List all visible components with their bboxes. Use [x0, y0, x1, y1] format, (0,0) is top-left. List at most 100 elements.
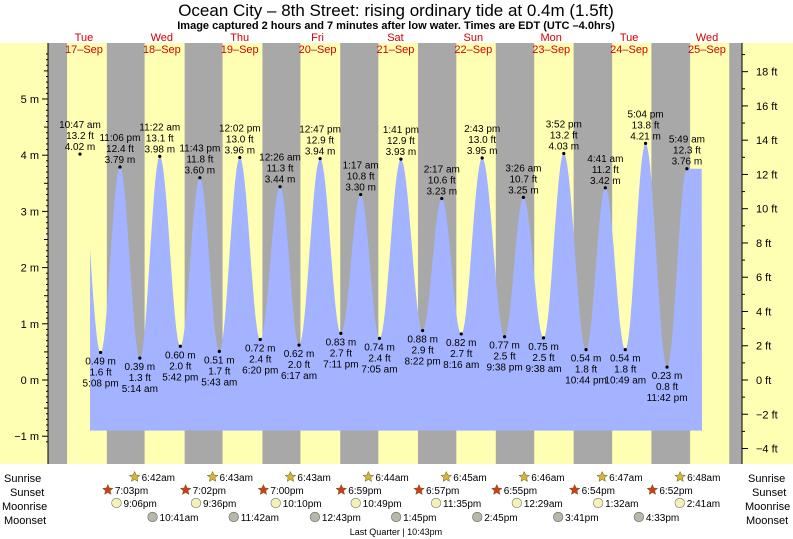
high-tide-label: 1:41 pm — [383, 125, 419, 136]
high-tide-label: 3.76 m — [672, 157, 703, 168]
moonset-icon — [472, 511, 483, 523]
right-tick-label: 4 ft — [756, 306, 771, 318]
day-name: Sat — [387, 32, 404, 44]
high-tide-label: 4.21 m — [630, 131, 661, 142]
low-tide-label: 0.54 m — [610, 354, 641, 365]
high-tide-label: 10:47 am — [59, 120, 101, 131]
sunset-icon — [646, 483, 659, 495]
low-tide-label: 1.6 ft — [89, 367, 111, 378]
left-margin-band — [0, 43, 48, 464]
high-tide-label: 3.94 m — [305, 147, 336, 158]
right-tick-label: 18 ft — [756, 67, 777, 79]
high-tide-label: 13.2 ft — [550, 131, 578, 142]
high-tide-label: 13.0 ft — [468, 135, 496, 146]
low-tide-label: 2.9 ft — [411, 346, 433, 357]
day-name: Wed — [696, 32, 718, 44]
high-tide-point — [480, 156, 484, 160]
moonset-time: 12:43pm — [322, 513, 361, 524]
sunrise-icon — [440, 470, 453, 482]
high-tide-label: 3.96 m — [225, 145, 256, 156]
left-tick-label: 5 m — [21, 94, 39, 106]
low-tide-label: 0.60 m — [165, 350, 196, 361]
moonset-icon — [553, 511, 564, 523]
low-tide-label: 0.88 m — [407, 335, 438, 346]
high-tide-label: 12:26 am — [259, 153, 301, 164]
low-tide-point — [623, 348, 627, 352]
moon-phase-label: Last Quarter | 10:43pm — [350, 527, 442, 537]
low-tide-label: 9:38 am — [525, 364, 561, 375]
moonset-time: 3:41pm — [565, 513, 598, 524]
high-tide-point — [643, 141, 648, 145]
sunset-time: 6:55pm — [504, 486, 537, 497]
low-tide-point — [584, 348, 588, 352]
high-tide-label: 12.3 ft — [673, 146, 701, 157]
high-tide-label: 3.44 m — [265, 175, 296, 186]
low-tide-label: 0.39 m — [125, 362, 156, 373]
low-tide-label: 5:14 am — [122, 384, 158, 395]
day-date: 24–Sep — [610, 44, 648, 56]
high-tide-label: 10.8 ft — [347, 172, 375, 183]
sunset-time: 7:02pm — [193, 486, 226, 497]
high-tide-label: 3.98 m — [144, 144, 175, 155]
night-band — [729, 43, 742, 464]
day-date: 21–Sep — [376, 44, 414, 56]
sunrise-time: 6:48am — [687, 473, 720, 484]
moonset-icon — [309, 511, 321, 523]
chart-title: Ocean City – 8th Street: rising ordinary… — [178, 1, 614, 20]
high-tide-label: 12:02 pm — [219, 123, 261, 134]
low-tide-label: 1.8 ft — [614, 365, 636, 376]
low-tide-label: 0.72 m — [245, 344, 276, 355]
sunset-icon — [101, 483, 114, 495]
row-label-moonrise-left: Moonrise — [2, 501, 47, 513]
high-tide-label: 3.30 m — [345, 183, 376, 194]
moonrise-icon — [350, 497, 361, 509]
right-tick-label: −4 ft — [756, 444, 778, 456]
moonrise-icon — [430, 497, 442, 509]
high-tide-point — [78, 152, 82, 156]
low-tide-label: 7:05 am — [361, 364, 397, 375]
moonrise-time: 10:10pm — [283, 499, 322, 510]
low-tide-label: 0.62 m — [284, 349, 315, 360]
high-tide-label: 2:17 am — [424, 164, 460, 175]
high-tide-label: 3.42 m — [590, 176, 621, 187]
right-tick-label: 16 ft — [756, 101, 777, 113]
moonrise-time: 10:49pm — [363, 499, 402, 510]
right-tick-label: 10 ft — [756, 204, 777, 216]
low-tide-label: 1.8 ft — [575, 365, 597, 376]
low-tide-point — [98, 350, 103, 355]
day-date: 17–Sep — [65, 44, 103, 56]
sunset-icon — [179, 483, 192, 495]
low-tide-point — [178, 344, 182, 348]
day-name: Fri — [311, 32, 324, 44]
sunrise-time: 6:46am — [531, 473, 564, 484]
day-name: Wed — [151, 32, 173, 44]
left-tick-label: 3 m — [21, 206, 39, 218]
moonset-time: 10:41am — [160, 513, 199, 524]
high-tide-label: 1:17 am — [343, 161, 379, 172]
day-name: Tue — [620, 32, 639, 44]
moonset-time: 2:45pm — [484, 513, 517, 524]
low-tide-label: 7:11 pm — [323, 359, 358, 370]
high-tide-label: 12.4 ft — [106, 144, 134, 155]
day-date: 23–Sep — [532, 44, 570, 56]
low-tide-label: 0.74 m — [364, 342, 395, 353]
high-tide-label: 11:43 pm — [179, 144, 220, 155]
low-tide-point — [339, 331, 343, 335]
low-tide-label: 2.0 ft — [169, 361, 191, 372]
right-tick-label: 0 ft — [756, 375, 771, 387]
high-tide-label: 3.23 m — [427, 186, 458, 197]
left-tick-label: −1 m — [14, 431, 39, 443]
day-name: Tue — [75, 32, 94, 44]
day-date: 19–Sep — [221, 44, 259, 56]
moonrise-time: 2:41am — [687, 499, 720, 510]
moonrise-time: 11:35pm — [443, 499, 481, 510]
high-tide-label: 3:26 am — [505, 163, 541, 174]
high-tide-label: 2:43 pm — [464, 124, 500, 135]
right-tick-label: −2 ft — [756, 409, 778, 421]
axes: −1 m 0 m 1 m 2 m 3 m 4 m 5 m −4 ft −2 ft 0 ft 2 ft… — [14, 43, 778, 464]
moonset-icon — [633, 511, 644, 523]
low-tide-label: 10:44 pm — [565, 376, 607, 387]
low-tide-point — [541, 336, 546, 340]
high-tide-label: 11:22 am — [139, 122, 180, 133]
high-tide-label: 13.0 ft — [226, 134, 254, 145]
